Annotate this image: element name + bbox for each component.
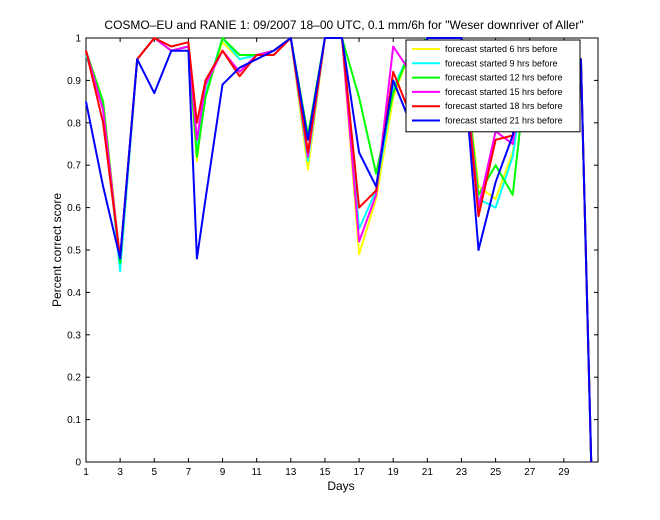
y-tick-label: 0.8 <box>67 118 81 129</box>
x-tick-label: 11 <box>251 467 262 478</box>
legend-label-4: forecast started 15 hrs before <box>445 87 563 97</box>
x-tick-label: 25 <box>490 467 502 478</box>
y-tick-label: 0.7 <box>67 161 81 172</box>
x-tick-label: 17 <box>354 467 366 478</box>
y-tick-label: 0 <box>75 458 81 469</box>
y-tick-label: 0.6 <box>67 203 81 214</box>
x-tick-label: 5 <box>151 467 157 478</box>
legend-label-5: forecast started 18 hrs before <box>445 101 563 111</box>
legend-box <box>405 39 581 133</box>
y-tick-label: 0.5 <box>67 246 81 257</box>
y-tick-label: 1 <box>75 34 81 45</box>
legend-label-3: forecast started 12 hrs before <box>445 73 563 83</box>
series-line-6 <box>85 37 593 463</box>
y-axis-label: Percent correct score <box>50 193 64 307</box>
x-tick-label: 21 <box>422 467 434 478</box>
x-tick-label: 1 <box>83 467 89 478</box>
y-tick-label: 0.3 <box>67 330 81 341</box>
legend-label-6: forecast started 21 hrs before <box>445 116 563 126</box>
legend: forecast started 6 hrs before forecast st… <box>405 39 581 133</box>
legend-label-1: forecast started 6 hrs before <box>445 44 558 54</box>
y-tick-label: 0.4 <box>67 288 81 299</box>
x-tick-label: 15 <box>319 467 331 478</box>
x-tick-label: 7 <box>186 467 192 478</box>
x-tick-label: 29 <box>558 467 570 478</box>
x-tick-label: 19 <box>388 467 400 478</box>
x-tick-label: 23 <box>456 467 468 478</box>
x-axis-label: Days <box>327 479 354 493</box>
x-tick-label: 9 <box>220 467 226 478</box>
legend-label-2: forecast started 9 hrs before <box>445 58 558 68</box>
y-tick-label: 0.1 <box>67 415 81 426</box>
x-tick-label: 27 <box>524 467 536 478</box>
x-tick-label: 3 <box>117 467 123 478</box>
x-tick-label: 13 <box>285 467 297 478</box>
y-tick-label: 0.2 <box>67 373 81 384</box>
chart-title: COSMO–EU and RANIE 1: 09/2007 18–00 UTC,… <box>104 18 583 32</box>
y-tick-label: 0.9 <box>67 76 81 87</box>
